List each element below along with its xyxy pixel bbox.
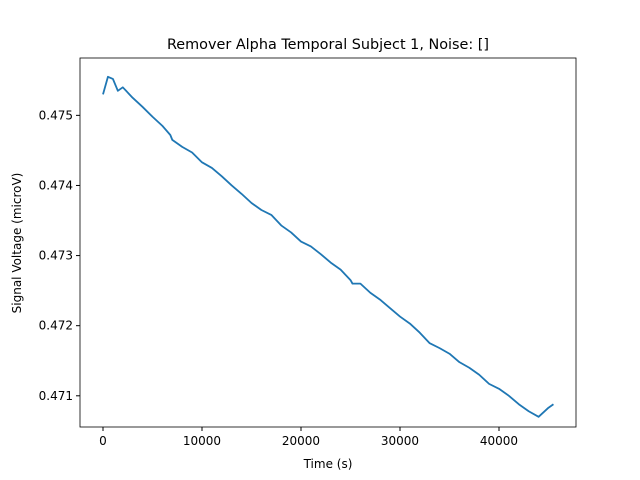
x-tick-label: 10000 bbox=[183, 434, 221, 448]
plot-frame bbox=[79, 57, 577, 428]
x-tick-label: 40000 bbox=[480, 434, 518, 448]
x-tick-label: 20000 bbox=[282, 434, 320, 448]
x-axis-label: Time (s) bbox=[303, 457, 353, 471]
y-tick-label: 0.473 bbox=[39, 249, 73, 263]
x-tick-label: 30000 bbox=[381, 434, 419, 448]
y-tick-label: 0.474 bbox=[39, 178, 73, 192]
y-tick-label: 0.475 bbox=[39, 108, 73, 122]
line bbox=[102, 75, 554, 418]
y-tick-label: 0.471 bbox=[39, 389, 73, 403]
y-tick-label: 0.472 bbox=[39, 319, 73, 333]
x-tick-label: 0 bbox=[99, 434, 107, 448]
y-axis-label: Signal Voltage (microV) bbox=[10, 173, 24, 314]
chart-title: Remover Alpha Temporal Subject 1, Noise:… bbox=[167, 37, 489, 53]
